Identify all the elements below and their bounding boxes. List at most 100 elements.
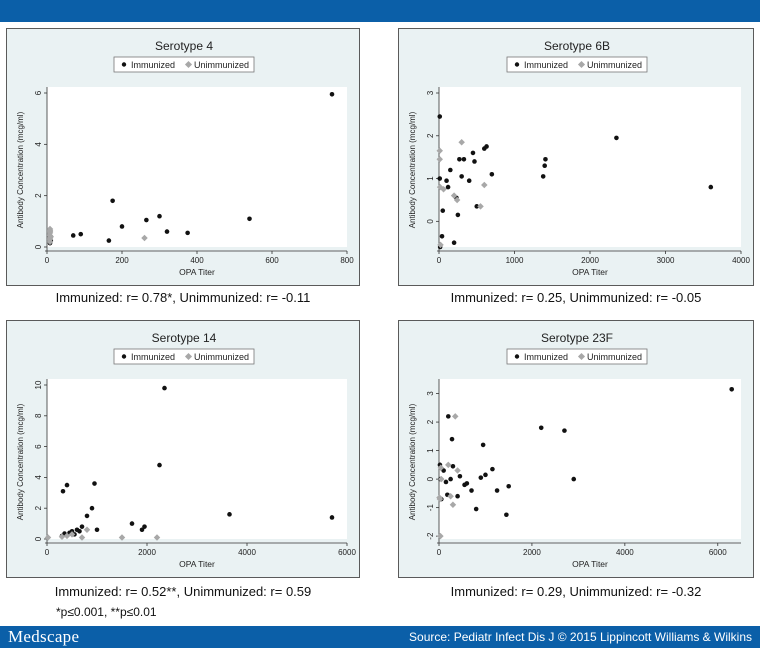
data-point-immunized: [540, 174, 546, 179]
chart-title: Serotype 6B: [544, 39, 610, 53]
data-point-immunized: [490, 466, 495, 472]
y-tick-label: -1: [426, 504, 435, 512]
x-tick-label: 2000: [581, 256, 599, 265]
plot-area: [47, 87, 347, 247]
legend-box: [113, 348, 255, 365]
y-tick-label: 1: [426, 448, 435, 453]
x-tick-label: 2000: [138, 548, 156, 557]
legend-unimmunized-marker: [577, 352, 586, 361]
data-point-immunized: [455, 212, 461, 218]
legend-immunized-marker: [121, 62, 127, 67]
data-point-immunized: [445, 184, 451, 190]
x-tick-label: 1000: [506, 256, 524, 265]
y-axis-label: Antibody Concentration (mcg/ml): [408, 403, 417, 520]
data-point-immunized: [84, 513, 90, 519]
data-point-immunized: [162, 385, 167, 391]
x-axis-label: OPA Titer: [572, 267, 608, 277]
data-point-unimmunized: [141, 234, 148, 242]
x-tick-label: 0: [437, 256, 442, 265]
data-point-immunized: [469, 488, 474, 493]
y-tick-label: 4: [34, 475, 43, 480]
y-tick-label: 6: [34, 444, 43, 449]
data-point-immunized: [448, 167, 453, 173]
chart-caption-serotype-23f: Immunized: r= 0.29, Unimmunized: r= -0.3…: [450, 584, 702, 599]
plot-area: [439, 379, 741, 539]
data-point-immunized: [445, 414, 451, 419]
data-point-immunized: [571, 476, 577, 482]
data-point-immunized: [77, 529, 82, 534]
data-point-unimmunized: [453, 196, 461, 204]
data-point-immunized: [451, 240, 457, 246]
y-tick-label: 3: [426, 90, 435, 95]
y-tick-label: 3: [426, 391, 435, 396]
x-tick-label: 0: [45, 548, 50, 557]
data-point-immunized: [729, 386, 735, 392]
data-point-immunized: [440, 208, 446, 213]
y-tick-label: 0: [34, 244, 43, 249]
data-point-immunized: [542, 163, 547, 169]
data-point-immunized: [106, 238, 112, 243]
data-point-immunized: [478, 475, 484, 480]
source-citation: Source: Pediatr Infect Dis J © 2015 Lipp…: [409, 630, 752, 644]
legend-unimmunized-marker: [577, 60, 586, 69]
legend-unimmunized-label: Unimmunized: [587, 352, 642, 362]
data-point-immunized: [457, 157, 462, 162]
data-point-unimmunized: [46, 225, 54, 233]
data-point-immunized: [455, 493, 460, 499]
chart-title: Serotype 4: [155, 39, 213, 53]
x-axis-label: OPA Titer: [179, 559, 215, 569]
data-point-unimmunized: [153, 534, 161, 541]
legend-immunized-label: Immunized: [131, 60, 175, 70]
data-point-unimmunized: [436, 147, 444, 155]
data-point-unimmunized: [440, 185, 447, 193]
data-point-immunized: [464, 481, 470, 486]
data-point-unimmunized: [477, 203, 484, 210]
data-point-immunized: [60, 488, 66, 494]
data-point-unimmunized: [68, 531, 76, 538]
data-point-immunized: [489, 171, 495, 177]
data-point-immunized: [89, 505, 95, 511]
chart-title: Serotype 14: [152, 331, 217, 345]
data-point-immunized: [92, 481, 97, 486]
data-point-immunized: [185, 230, 190, 236]
data-point-immunized: [329, 91, 335, 97]
data-point-immunized: [329, 515, 335, 520]
x-tick-label: 2000: [523, 548, 541, 557]
data-point-immunized: [457, 473, 463, 479]
x-tick-label: 800: [340, 256, 354, 265]
data-point-unimmunized: [58, 533, 66, 540]
legend-immunized-label: Immunized: [524, 60, 568, 70]
data-point-immunized: [474, 204, 480, 209]
x-tick-label: 0: [437, 548, 442, 557]
legend-box: [506, 56, 648, 73]
data-point-immunized: [459, 174, 464, 179]
data-point-immunized: [543, 157, 548, 162]
data-point-unimmunized: [47, 233, 55, 240]
x-axis-label: OPA Titer: [572, 559, 608, 569]
x-tick-label: 200: [115, 256, 129, 265]
y-tick-label: 8: [34, 413, 43, 418]
y-tick-label: 10: [34, 380, 43, 389]
significance-footnote: *p≤0.001, **p≤0.01: [56, 605, 157, 619]
data-point-immunized: [142, 524, 147, 529]
y-axis-label: Antibody Concentration (mcg/ml): [16, 111, 25, 228]
x-tick-label: 400: [190, 256, 204, 265]
legend-immunized-marker: [121, 354, 127, 359]
y-tick-label: 1: [426, 176, 435, 181]
chart-panel-serotype-23f: Serotype 23F Immunized Unimmunized 0 2000 400…: [398, 320, 754, 578]
data-point-immunized: [504, 512, 509, 518]
legend-unimmunized-label: Unimmunized: [194, 60, 249, 70]
data-point-immunized: [480, 442, 486, 448]
x-tick-label: 6000: [338, 548, 356, 557]
plot-area: [47, 379, 347, 539]
data-point-immunized: [439, 234, 445, 239]
legend-box: [113, 56, 255, 73]
data-point-immunized: [437, 114, 443, 119]
header-bar: [0, 0, 760, 22]
data-point-immunized: [164, 229, 170, 234]
data-point-immunized: [444, 178, 449, 183]
x-tick-label: 4000: [732, 256, 750, 265]
medscape-logo: Medscape: [8, 627, 80, 646]
chart-caption-serotype-14: Immunized: r= 0.52**, Unimmunized: r= 0.…: [54, 584, 312, 599]
footer-bar: Medscape Source: Pediatr Infect Dis J © …: [0, 626, 760, 648]
